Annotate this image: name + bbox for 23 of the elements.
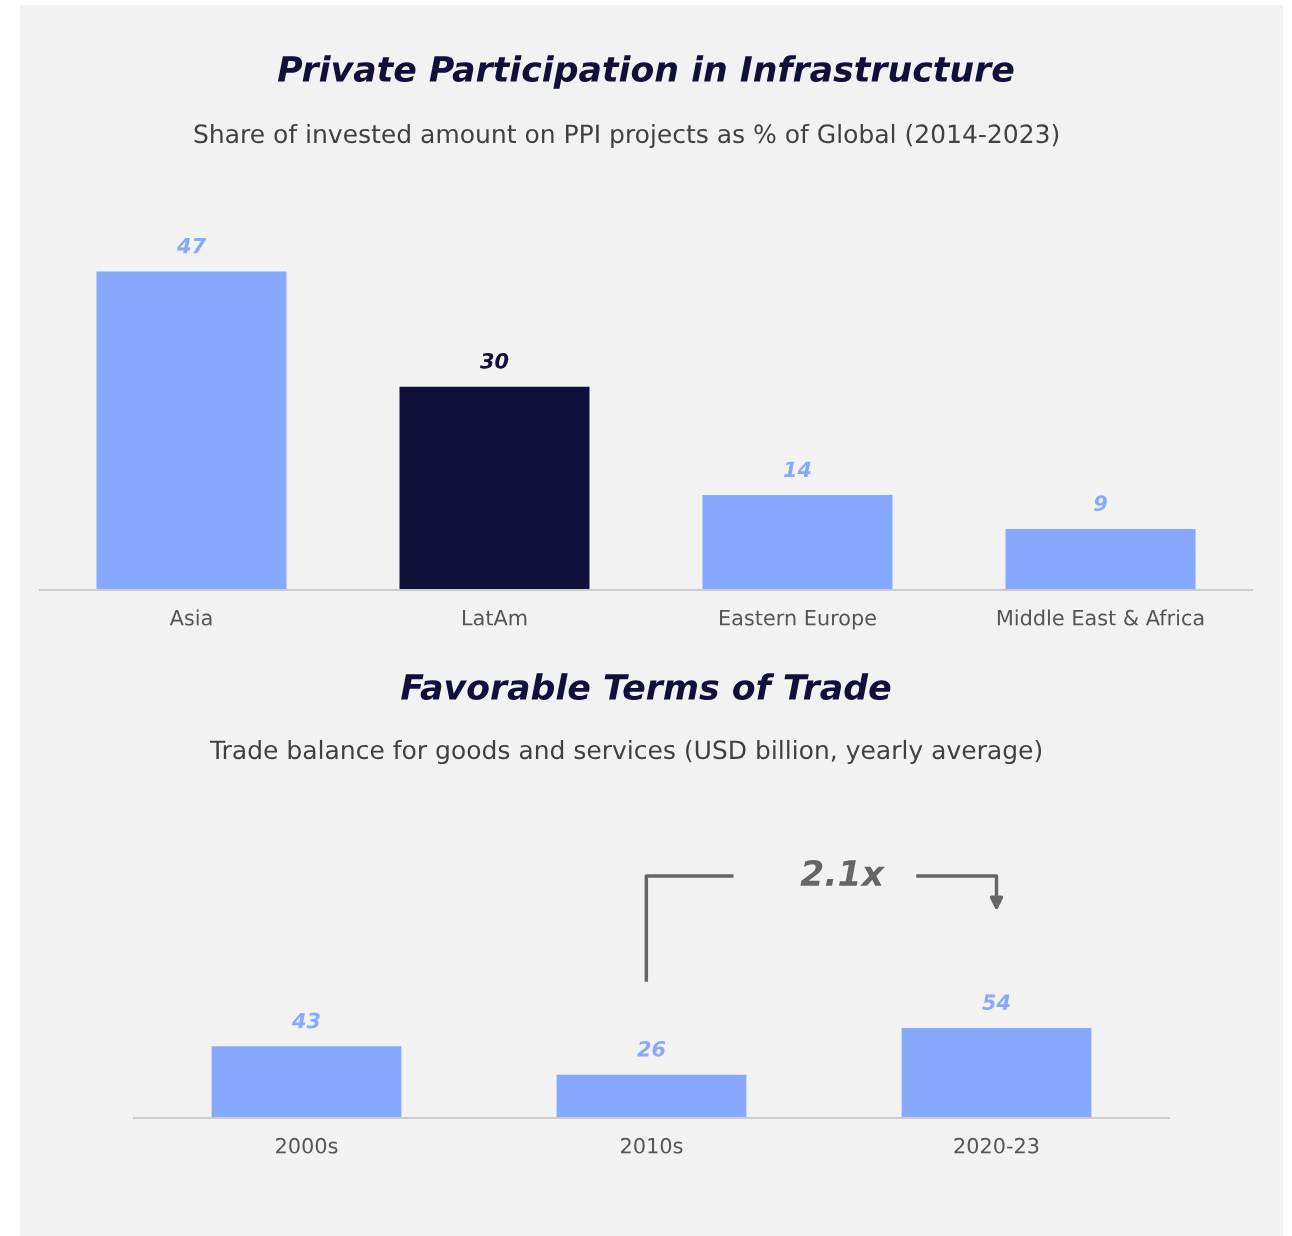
chart-title: Favorable Terms of Trade <box>401 673 891 701</box>
x-tick-label: LatAm <box>463 610 527 626</box>
x-tick-label: 2020-23 <box>954 1137 1039 1154</box>
data-label: 47 <box>176 238 206 254</box>
data-label: 54 <box>982 994 1010 1011</box>
chart-title: Private Participation in Infrastructure <box>277 55 1014 89</box>
text: 2.1x <box>800 859 885 886</box>
x-tick-label: Middle East & Africa <box>997 609 1204 626</box>
bar <box>1005 528 1196 590</box>
bar <box>96 271 287 590</box>
bar <box>399 386 590 590</box>
data-label: 26 <box>637 1040 666 1057</box>
data-label: 14 <box>783 461 811 477</box>
data-label: 43 <box>291 1012 320 1029</box>
bar <box>702 495 893 590</box>
data-label: 9 <box>1094 495 1107 512</box>
chart-subtitle: Share of invested amount on PPI projects as % of Global (2014-2023) <box>194 123 1059 149</box>
chart-subtitle: Trade balance for goods and services (USD billion, yearly average) <box>209 739 1042 765</box>
x-tick-label: 2000s <box>276 1137 338 1154</box>
x-tick-label: Asia <box>169 609 212 626</box>
x-tick-label: Eastern Europe <box>720 610 876 630</box>
x-tick-label: 2010s <box>621 1137 683 1154</box>
data-label: 30 <box>480 352 509 369</box>
